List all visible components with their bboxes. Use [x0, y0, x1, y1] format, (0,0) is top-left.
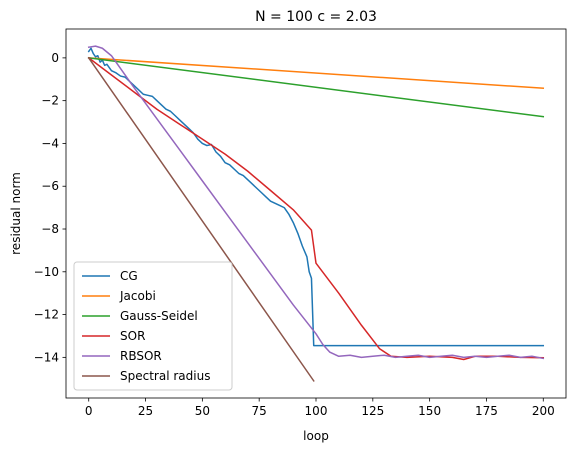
legend: CG Jacobi Gauss-Seidel SOR RBSOR Spectral rad… [73, 261, 233, 391]
y-axis-ticks: 0 −2 −4 −6 −8 −10 −12 −14 [34, 51, 66, 364]
x-tick-label: 200 [532, 404, 555, 418]
x-tick-label: 25 [138, 404, 153, 418]
y-tick-label: −2 [41, 94, 59, 108]
y-tick-label: −14 [34, 350, 59, 364]
series-line-gauss-seidel [87, 57, 545, 118]
chart-title: N = 100 c = 2.03 [255, 9, 377, 25]
x-tick-label: 50 [195, 404, 210, 418]
legend-label-sor: SOR [120, 329, 145, 343]
series-line-cg [87, 47, 545, 347]
legend-label-jacobi: Jacobi [119, 289, 156, 303]
y-axis-label: residual norm [9, 172, 23, 255]
legend-label-gauss-seidel: Gauss-Seidel [120, 309, 198, 323]
y-tick-label: −12 [34, 308, 59, 322]
x-axis-ticks: 0 25 50 75 100 125 150 175 200 [85, 398, 555, 418]
x-tick-label: 0 [85, 404, 93, 418]
x-axis-label: loop [303, 429, 329, 443]
legend-box [73, 261, 233, 391]
y-tick-label: −8 [41, 222, 59, 236]
series-layer [87, 45, 545, 382]
series-line-sor [87, 56, 545, 361]
y-tick-label: −6 [41, 179, 59, 193]
x-tick-label: 150 [418, 404, 441, 418]
series-line-spectral-radius [87, 56, 315, 382]
x-tick-label: 100 [305, 404, 328, 418]
series-line-rbsor [87, 45, 545, 360]
x-tick-label: 175 [475, 404, 498, 418]
y-tick-label: 0 [51, 51, 59, 65]
y-tick-label: −4 [41, 136, 59, 150]
series-line-jacobi [87, 57, 545, 90]
legend-label-cg: CG [120, 269, 138, 283]
x-tick-label: 75 [252, 404, 267, 418]
x-tick-label: 125 [361, 404, 384, 418]
legend-label-spectral-radius: Spectral radius [120, 369, 210, 383]
y-tick-label: −10 [34, 265, 59, 279]
legend-label-rbsor: RBSOR [120, 349, 162, 363]
